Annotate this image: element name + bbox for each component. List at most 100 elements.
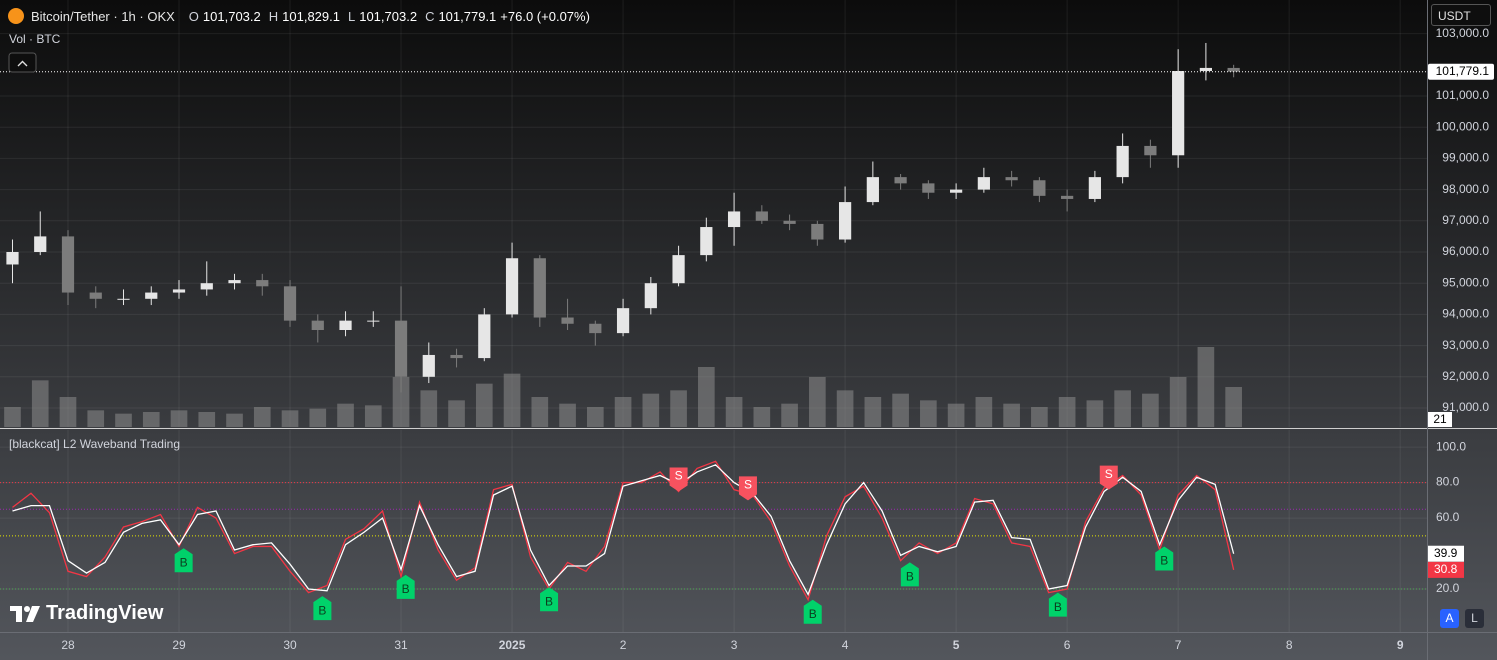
- volume-bar: [87, 410, 105, 427]
- candle-body: [505, 258, 519, 315]
- buy-marker: [313, 596, 332, 621]
- volume-bar: [337, 403, 354, 427]
- y-tick-label: 103,000.0: [1436, 26, 1490, 40]
- x-tick-label: 9: [1397, 638, 1404, 652]
- y-tick-label: 91,000.0: [1442, 400, 1489, 414]
- candle-body: [589, 323, 602, 334]
- oscillator-line: [12, 460, 1235, 602]
- volume-bar: [920, 400, 937, 427]
- last-value-label: 39.9: [1434, 546, 1458, 560]
- volume-bar: [1169, 377, 1187, 427]
- candle-body: [644, 283, 657, 309]
- signal-label: B: [545, 594, 553, 608]
- candle-body: [339, 320, 352, 330]
- y-tick-label: 60.0: [1436, 510, 1460, 524]
- signal-label: S: [1105, 467, 1113, 481]
- sell-marker: [1099, 465, 1118, 490]
- candle-body: [1116, 145, 1129, 178]
- volume-bar: [753, 407, 771, 427]
- buy-marker: [396, 574, 415, 599]
- volume-bar: [170, 410, 188, 427]
- candle-body: [1005, 177, 1018, 181]
- candle-body: [1033, 180, 1046, 196]
- candle-body: [561, 317, 574, 324]
- indicator-title[interactable]: [blackcat] L2 Waveband Trading: [9, 437, 180, 451]
- candle-body: [950, 189, 963, 193]
- candle-body: [616, 308, 630, 334]
- y-tick-label: 97,000.0: [1442, 213, 1489, 227]
- x-tick-label: 2: [620, 638, 627, 652]
- logo-text[interactable]: TradingView: [46, 602, 164, 624]
- signal-label: B: [906, 570, 914, 584]
- chevron-icon: [17, 60, 28, 67]
- ohlc-key: H: [268, 8, 279, 24]
- volume-bar: [59, 397, 77, 427]
- signal-label: B: [402, 582, 410, 596]
- log-scale-button[interactable]: L: [1465, 609, 1484, 628]
- last-value-box: [1428, 561, 1464, 578]
- x-tick-label: 4: [842, 638, 849, 652]
- candle-body: [256, 280, 269, 287]
- collapse-button[interactable]: [8, 52, 37, 73]
- volume-bar: [420, 390, 438, 427]
- volume-title[interactable]: Vol · BTC: [9, 32, 61, 46]
- x-tick-label: 6: [1064, 638, 1071, 652]
- currency-button[interactable]: USDT: [1431, 4, 1491, 26]
- volume-bar: [226, 413, 243, 427]
- volume-bar: [836, 390, 854, 427]
- candle-body: [228, 280, 241, 284]
- candle-body: [34, 236, 47, 253]
- volume-bar: [864, 397, 882, 427]
- ohlc-value: 101,829.1: [282, 8, 340, 24]
- auto-scale-button[interactable]: A: [1440, 609, 1459, 628]
- volume-bar: [559, 403, 576, 427]
- candle-body: [783, 220, 796, 224]
- volume-bar: [1086, 400, 1104, 427]
- signal-label: B: [318, 603, 326, 617]
- candle-body: [117, 298, 130, 300]
- last-price-box: [1428, 63, 1494, 80]
- candle-body: [367, 320, 380, 322]
- volume-bar: [614, 397, 632, 427]
- y-tick-label: 96,000.0: [1442, 244, 1489, 258]
- x-tick-label: 30: [283, 638, 297, 652]
- y-tick-label: 80.0: [1436, 475, 1460, 489]
- volume-bar: [975, 397, 993, 427]
- buy-marker: [900, 562, 919, 587]
- x-tick-label: 3: [731, 638, 738, 652]
- y-tick-label: 20.0: [1436, 581, 1460, 595]
- oscillator-line: [12, 464, 1235, 596]
- candle-body: [394, 320, 408, 377]
- ohlc-key: L: [347, 8, 356, 24]
- symbol-title[interactable]: Bitcoin/Tether · 1h · OKX: [31, 8, 175, 24]
- volume-bar: [698, 367, 715, 427]
- volume-bar: [364, 405, 382, 427]
- candle-body: [311, 320, 324, 330]
- x-tick-label: 31: [394, 638, 408, 652]
- y-tick-label: 100,000.0: [1436, 119, 1490, 133]
- buy-marker: [174, 548, 193, 573]
- volume-bar: [781, 403, 798, 427]
- candle-body: [1061, 195, 1074, 199]
- last-value-label: 30.8: [1434, 562, 1458, 576]
- ohlc-key: O: [188, 8, 199, 24]
- logo[interactable]: TradingView: [10, 602, 163, 625]
- y-tick-label: 95,000.0: [1442, 275, 1489, 289]
- volume-label: 21: [1433, 412, 1447, 426]
- candle-body: [478, 314, 491, 359]
- price-pane: [0, 0, 1427, 427]
- candle-body: [1199, 67, 1213, 72]
- volume-bar: [1003, 403, 1020, 427]
- signal-label: B: [180, 555, 188, 569]
- y-tick-label: 100.0: [1436, 439, 1466, 453]
- candle-body: [422, 354, 435, 377]
- candle-body: [811, 223, 824, 240]
- volume-bar: [809, 377, 826, 427]
- volume-bar: [1142, 393, 1159, 427]
- signal-label: B: [1054, 600, 1062, 614]
- volume-bar: [642, 393, 660, 427]
- candle-body: [1088, 177, 1101, 199]
- collapse-button-box[interactable]: [8, 52, 37, 73]
- volume-bar: [892, 393, 909, 427]
